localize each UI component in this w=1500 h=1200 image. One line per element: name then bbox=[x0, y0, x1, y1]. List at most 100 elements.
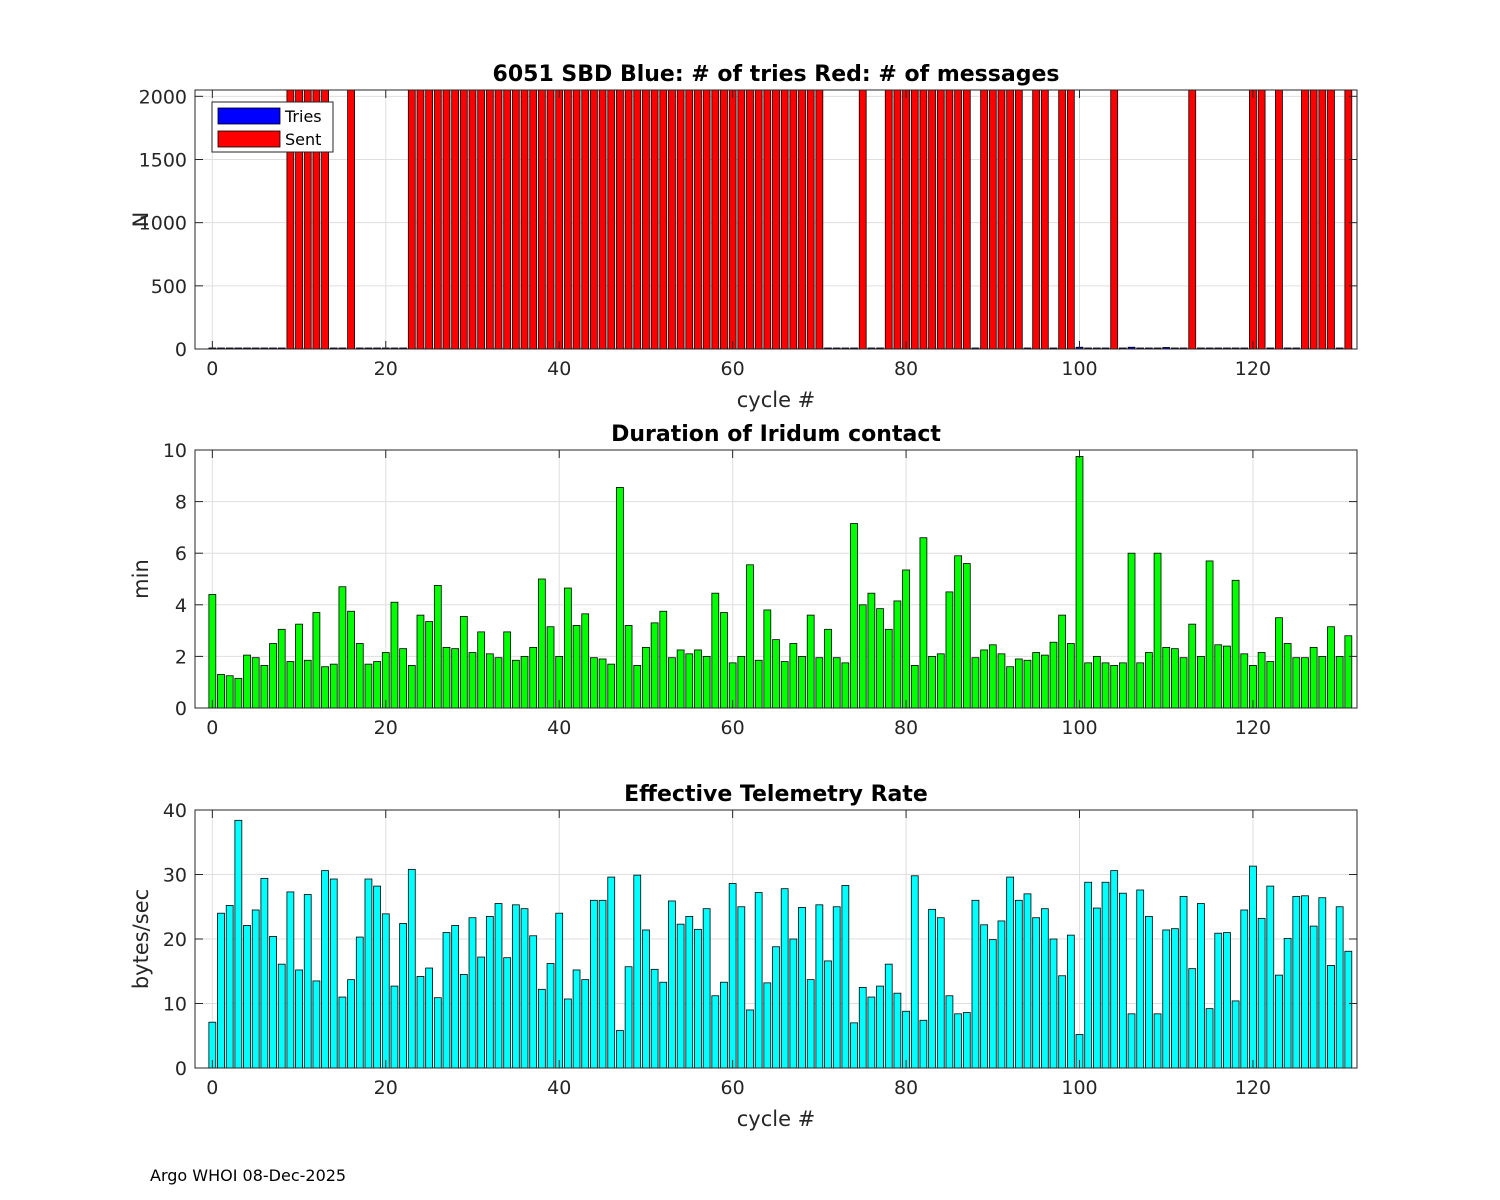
bar-duration bbox=[564, 587, 572, 709]
bar-duration bbox=[260, 665, 269, 709]
bar-duration bbox=[919, 537, 928, 709]
bar-rate bbox=[737, 906, 746, 1069]
bar-duration bbox=[485, 653, 494, 709]
bar-duration bbox=[971, 657, 980, 709]
bar-rate bbox=[945, 995, 954, 1069]
bar-rate bbox=[1240, 909, 1249, 1069]
bar-sent bbox=[494, 89, 503, 350]
bar-duration bbox=[607, 663, 616, 709]
y-tick-label: 0 bbox=[175, 698, 187, 720]
bar-rate bbox=[1006, 876, 1015, 1069]
bar-sent bbox=[772, 89, 780, 350]
bar-duration bbox=[321, 666, 329, 709]
bar-duration bbox=[581, 613, 590, 709]
bar-sent bbox=[676, 89, 685, 350]
footer-credit: Argo WHOI 08-Dec-2025 bbox=[150, 1166, 347, 1185]
bar-duration bbox=[1006, 666, 1015, 709]
bar-rate bbox=[520, 908, 529, 1069]
x-tick-label: 0 bbox=[206, 1077, 218, 1099]
bar-rate bbox=[425, 967, 434, 1069]
bar-duration bbox=[997, 653, 1006, 709]
bar-rate bbox=[1309, 925, 1318, 1069]
bar-sent bbox=[1249, 89, 1257, 350]
bar-duration bbox=[234, 677, 243, 709]
bar-sent bbox=[546, 89, 555, 350]
chart-title: Duration of Iridum contact bbox=[611, 422, 941, 447]
bar-rate bbox=[1171, 928, 1179, 1069]
bar-rate bbox=[485, 916, 494, 1069]
bar-rate bbox=[225, 905, 234, 1069]
bar-duration bbox=[1118, 662, 1127, 709]
bar-duration bbox=[789, 643, 798, 709]
bar-rate bbox=[1292, 896, 1301, 1069]
bar-rate bbox=[338, 996, 347, 1069]
bar-duration bbox=[902, 569, 910, 709]
bar-rate bbox=[581, 979, 590, 1069]
bar-sent bbox=[1110, 89, 1119, 350]
y-axis-label: min bbox=[129, 559, 153, 599]
bar-sent bbox=[537, 89, 546, 350]
bar-sent bbox=[1301, 89, 1309, 350]
bar-duration bbox=[511, 659, 520, 709]
bar-duration bbox=[1301, 657, 1309, 709]
y-axis-label: N bbox=[129, 212, 153, 228]
bar-duration bbox=[1023, 659, 1032, 709]
bar-rate bbox=[980, 924, 988, 1069]
bar-rate bbox=[694, 928, 702, 1069]
bar-sent bbox=[711, 89, 720, 350]
x-tick-label: 60 bbox=[721, 1077, 745, 1099]
axes-frame bbox=[194, 449, 1358, 709]
x-tick-label: 60 bbox=[721, 358, 745, 380]
bar-duration bbox=[1101, 662, 1110, 709]
bar-rate bbox=[572, 969, 581, 1069]
bar-duration bbox=[1171, 648, 1179, 709]
bar-sent bbox=[798, 89, 806, 350]
bar-rate bbox=[277, 963, 286, 1069]
bar-sent bbox=[442, 89, 451, 350]
x-tick-label: 80 bbox=[894, 358, 918, 380]
bar-rate bbox=[373, 885, 381, 1069]
bar-sent bbox=[459, 89, 468, 350]
bar-duration bbox=[642, 646, 650, 709]
bar-rate bbox=[529, 935, 538, 1069]
legend-swatch-sent bbox=[217, 130, 281, 148]
bar-rate bbox=[1127, 1013, 1136, 1069]
bar-rate bbox=[494, 903, 503, 1069]
bar-rate bbox=[1084, 881, 1093, 1069]
bar-rate bbox=[988, 939, 997, 1069]
bar-rate bbox=[815, 904, 824, 1069]
bar-sent bbox=[642, 89, 650, 350]
bar-rate bbox=[607, 876, 616, 1069]
bar-rate bbox=[407, 868, 416, 1069]
bar-sent bbox=[1188, 89, 1197, 350]
y-tick-label: 1500 bbox=[139, 149, 187, 171]
bar-sent bbox=[650, 89, 659, 350]
bar-rate bbox=[728, 883, 737, 1069]
bar-duration bbox=[1049, 641, 1058, 709]
legend-swatch-tries bbox=[217, 107, 281, 125]
bar-rate bbox=[642, 929, 650, 1069]
bar-duration bbox=[217, 674, 225, 709]
bar-rate bbox=[1136, 889, 1145, 1069]
bar-sent bbox=[910, 89, 919, 350]
bar-sent bbox=[1344, 89, 1353, 350]
bar-sent bbox=[659, 89, 668, 350]
bar-duration bbox=[668, 657, 676, 709]
bar-rate bbox=[251, 909, 260, 1069]
bar-rate bbox=[1145, 916, 1153, 1069]
bar-sent bbox=[468, 89, 477, 350]
bar-sent bbox=[503, 89, 512, 350]
bar-rate bbox=[347, 979, 355, 1069]
bar-sent bbox=[737, 89, 746, 350]
bar-rate bbox=[468, 917, 477, 1069]
bar-sent bbox=[728, 89, 737, 350]
bar-rate bbox=[1118, 892, 1127, 1069]
chart-sbd: 0 20 40 60 80 100 120 0 500 1000 1500 2000 6051 SBD … bbox=[129, 62, 1358, 412]
bar-duration bbox=[1335, 656, 1344, 709]
bar-duration bbox=[338, 586, 347, 709]
bar-sent bbox=[902, 89, 910, 350]
y-tick-label: 10 bbox=[163, 994, 187, 1016]
bar-sent bbox=[616, 89, 624, 350]
x-tick-label: 40 bbox=[547, 358, 571, 380]
axes-frame bbox=[194, 89, 1358, 350]
